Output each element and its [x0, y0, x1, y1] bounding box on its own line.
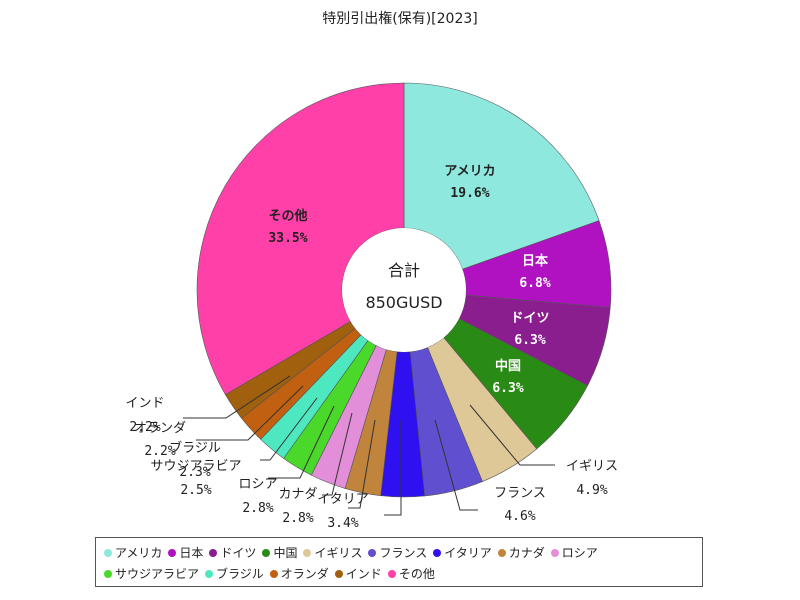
leader-line: [196, 385, 304, 441]
legend-swatch: [205, 569, 214, 578]
legend-item: フランス: [368, 542, 427, 563]
slice-percent-label: 6.3%: [492, 381, 523, 396]
legend-label: イギリス: [314, 546, 363, 560]
legend-label: イタリア: [444, 546, 492, 560]
legend-swatch: [368, 548, 377, 557]
legend-label: カナダ: [508, 546, 545, 560]
legend-item: イタリア: [433, 542, 492, 563]
slice-name-label: ドイツ: [510, 311, 549, 326]
slice-name-label: インド: [125, 396, 164, 411]
slice-percent-label: 19.6%: [450, 186, 489, 201]
slice-percent-label: 2.5%: [180, 483, 211, 498]
center-label: 合計: [388, 261, 420, 280]
legend-item: 中国: [262, 542, 297, 563]
slice-percent-label: 2.8%: [242, 501, 273, 516]
slice-percent-label: 2.3%: [179, 465, 210, 480]
legend-label: 日本: [179, 546, 204, 560]
legend-swatch: [334, 569, 343, 578]
leader-line: [348, 419, 376, 509]
slice-name-label: 中国: [495, 358, 521, 374]
leader-line: [322, 412, 353, 496]
legend-label: ブラジル: [216, 567, 264, 581]
legend-swatch: [209, 548, 218, 557]
legend-item: アメリカ: [104, 542, 162, 563]
legend-item: オランダ: [269, 563, 329, 584]
legend-label: サウジアラビア: [115, 567, 200, 581]
legend: アメリカ 日本 ドイツ 中国 イギリス フランス イタリア カナダ ロシアサウジアラビア ブラジル…: [95, 537, 703, 587]
legend-item: 日本: [168, 542, 203, 563]
legend-swatch: [550, 548, 559, 557]
legend-swatch: [104, 569, 112, 578]
legend-label: 中国: [273, 546, 298, 560]
legend-swatch: [269, 569, 278, 578]
legend-label: フランス: [379, 546, 428, 560]
slice-name-label: フランス: [494, 486, 546, 501]
legend-label: ドイツ: [220, 546, 257, 560]
slice-name-label: イギリス: [566, 459, 618, 474]
slice-name-label: ブラジル: [169, 440, 221, 456]
center-hole: [342, 228, 466, 352]
legend-item: ロシア: [550, 542, 598, 563]
leader-line: [183, 375, 291, 419]
legend-label: アメリカ: [115, 546, 163, 560]
slice-percent-label: 4.6%: [504, 509, 535, 524]
slice-percent-label: 3.4%: [327, 516, 358, 531]
legend-swatch: [262, 548, 271, 557]
slice-name-label: ロシア: [238, 477, 277, 492]
legend-item: イギリス: [303, 542, 362, 563]
legend-swatch: [303, 548, 312, 557]
slice-name-label: アメリカ: [444, 164, 495, 179]
legend-label: その他: [398, 567, 435, 581]
legend-item: ドイツ: [209, 542, 256, 563]
slice-percent-label: 6.3%: [514, 333, 545, 348]
legend-item: その他: [387, 563, 435, 584]
slice-name-label: イタリア: [317, 492, 368, 507]
legend-item: ブラジル: [205, 563, 264, 584]
legend-label: ロシア: [561, 546, 598, 560]
legend-swatch: [497, 548, 506, 557]
slice-percent-label: 4.9%: [576, 483, 607, 498]
legend-swatch: [433, 548, 442, 557]
legend-swatch: [168, 548, 177, 557]
leader-line: [260, 397, 318, 461]
slice-name-label: カナダ: [278, 487, 317, 502]
center-value: 850GUSD: [365, 293, 442, 312]
chart-title: 特別引出権(保有)[2023]: [322, 11, 478, 27]
legend-label: オランダ: [280, 567, 329, 581]
legend-item: カナダ: [497, 542, 545, 563]
leader-line: [469, 404, 555, 466]
leader-line: [434, 419, 478, 511]
slice-name-label: 日本: [522, 253, 548, 269]
leader-line: [384, 420, 402, 516]
slice-percent-label: 33.5%: [268, 231, 307, 246]
slice-name-label: サウジアラビア: [150, 459, 241, 474]
slice-percent-label: 6.8%: [519, 276, 550, 291]
leader-line: [268, 405, 335, 479]
legend-swatch: [104, 548, 112, 557]
legend-item: サウジアラビア: [104, 563, 199, 584]
slice-percent-label: 2.2%: [129, 420, 160, 435]
slice-name-label: オランダ: [134, 421, 186, 436]
slice-name-label: その他: [268, 208, 307, 224]
slice-percent-label: 2.2%: [144, 444, 175, 459]
legend-item: インド: [334, 563, 382, 584]
slice-percent-label: 2.8%: [282, 511, 313, 526]
legend-label: インド: [345, 567, 382, 581]
legend-swatch: [387, 569, 396, 578]
